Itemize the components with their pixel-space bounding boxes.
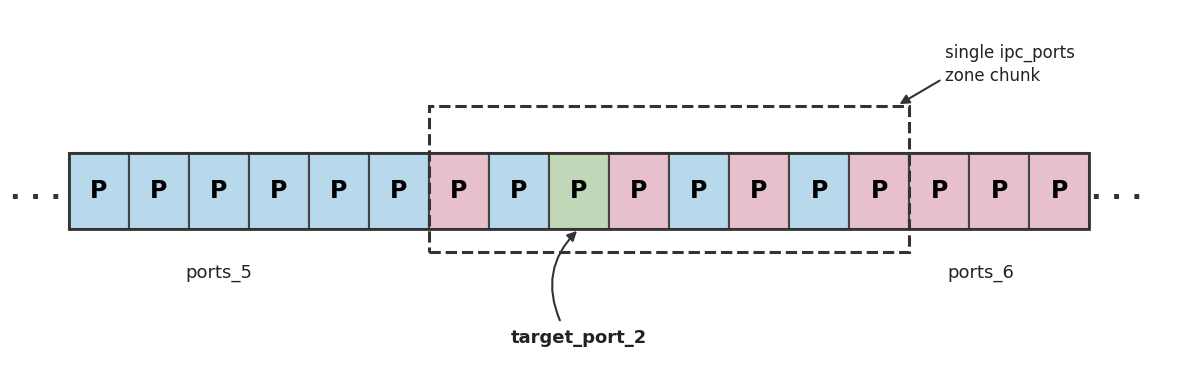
Bar	[610, 152, 670, 229]
Bar	[368, 152, 428, 229]
Text: P: P	[270, 179, 288, 203]
Bar	[428, 152, 488, 229]
Bar	[308, 152, 368, 229]
Text: P: P	[570, 179, 588, 203]
Text: P: P	[90, 179, 108, 203]
Bar	[188, 152, 248, 229]
Text: P: P	[390, 179, 408, 203]
Text: P: P	[150, 179, 168, 203]
Bar	[1030, 152, 1090, 229]
Bar	[670, 152, 730, 229]
Bar	[970, 152, 1030, 229]
Text: ports_5: ports_5	[185, 264, 252, 282]
Text: P: P	[510, 179, 528, 203]
Bar	[68, 152, 128, 229]
Bar	[730, 152, 790, 229]
Bar	[68, 152, 1090, 229]
Bar	[248, 152, 308, 229]
Bar	[850, 152, 910, 229]
Bar	[488, 152, 548, 229]
Text: P: P	[630, 179, 648, 203]
Text: target_port_2: target_port_2	[511, 329, 647, 347]
Text: P: P	[870, 179, 888, 203]
Text: . . .: . . .	[11, 177, 61, 205]
Text: P: P	[450, 179, 468, 203]
Text: P: P	[930, 179, 948, 203]
Text: P: P	[330, 179, 348, 203]
Text: . . .: . . .	[1091, 177, 1141, 205]
Text: P: P	[990, 179, 1008, 203]
Text: single ipc_ports
zone chunk: single ipc_ports zone chunk	[946, 44, 1075, 86]
Text: P: P	[810, 179, 828, 203]
Text: P: P	[1050, 179, 1068, 203]
Bar	[428, 106, 910, 252]
Bar	[548, 152, 610, 229]
Text: P: P	[690, 179, 708, 203]
Bar	[128, 152, 188, 229]
Bar	[790, 152, 850, 229]
Bar	[910, 152, 970, 229]
Text: P: P	[750, 179, 768, 203]
Text: P: P	[210, 179, 228, 203]
Text: ports_6: ports_6	[948, 264, 1014, 282]
